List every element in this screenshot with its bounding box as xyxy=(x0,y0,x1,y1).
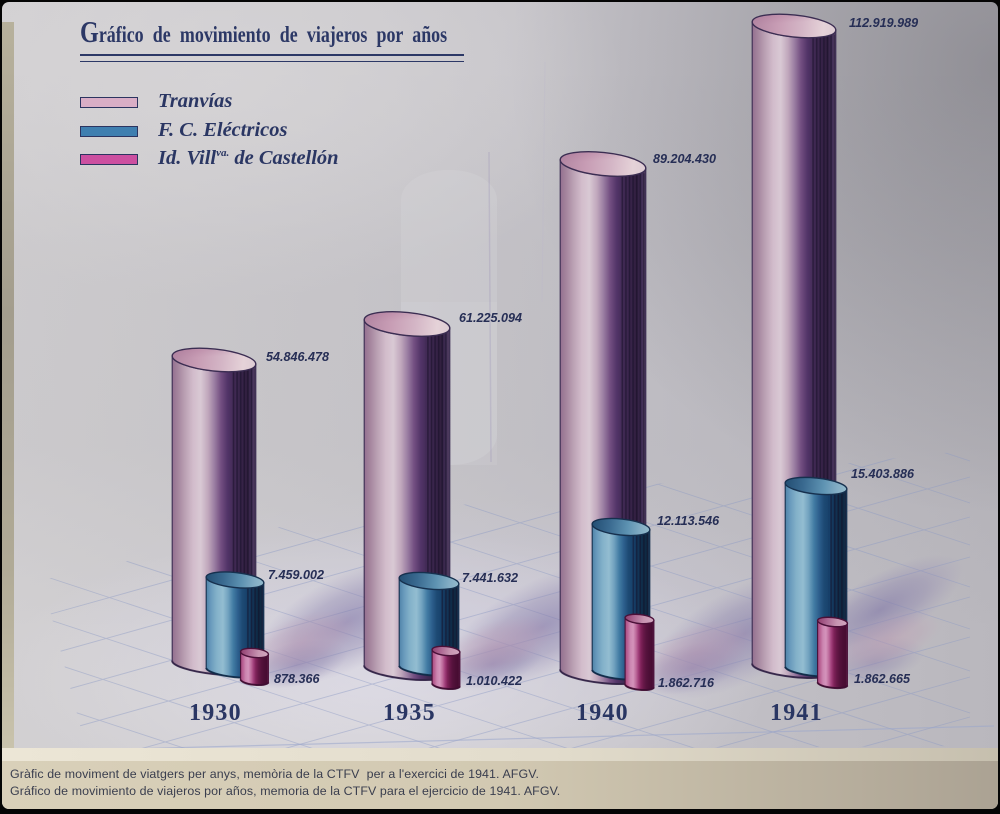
svg-text:1.862.665: 1.862.665 xyxy=(854,672,911,686)
svg-text:61.225.094: 61.225.094 xyxy=(459,311,522,325)
svg-text:7.441.632: 7.441.632 xyxy=(462,571,518,585)
svg-text:1935: 1935 xyxy=(383,700,436,726)
svg-text:54.846.478: 54.846.478 xyxy=(266,350,329,364)
svg-text:112.919.989: 112.919.989 xyxy=(849,16,918,30)
svg-text:1.862.716: 1.862.716 xyxy=(658,676,715,690)
svg-text:1940: 1940 xyxy=(576,700,629,726)
svg-text:1930: 1930 xyxy=(189,700,242,726)
svg-text:15.403.886: 15.403.886 xyxy=(851,467,915,481)
svg-text:89.204.430: 89.204.430 xyxy=(653,152,716,166)
svg-text:7.459.002: 7.459.002 xyxy=(268,568,324,582)
svg-text:1.010.422: 1.010.422 xyxy=(466,674,522,688)
svg-text:878.366: 878.366 xyxy=(274,672,321,686)
svg-text:1941: 1941 xyxy=(770,700,823,726)
svg-text:12.113.546: 12.113.546 xyxy=(657,514,720,528)
